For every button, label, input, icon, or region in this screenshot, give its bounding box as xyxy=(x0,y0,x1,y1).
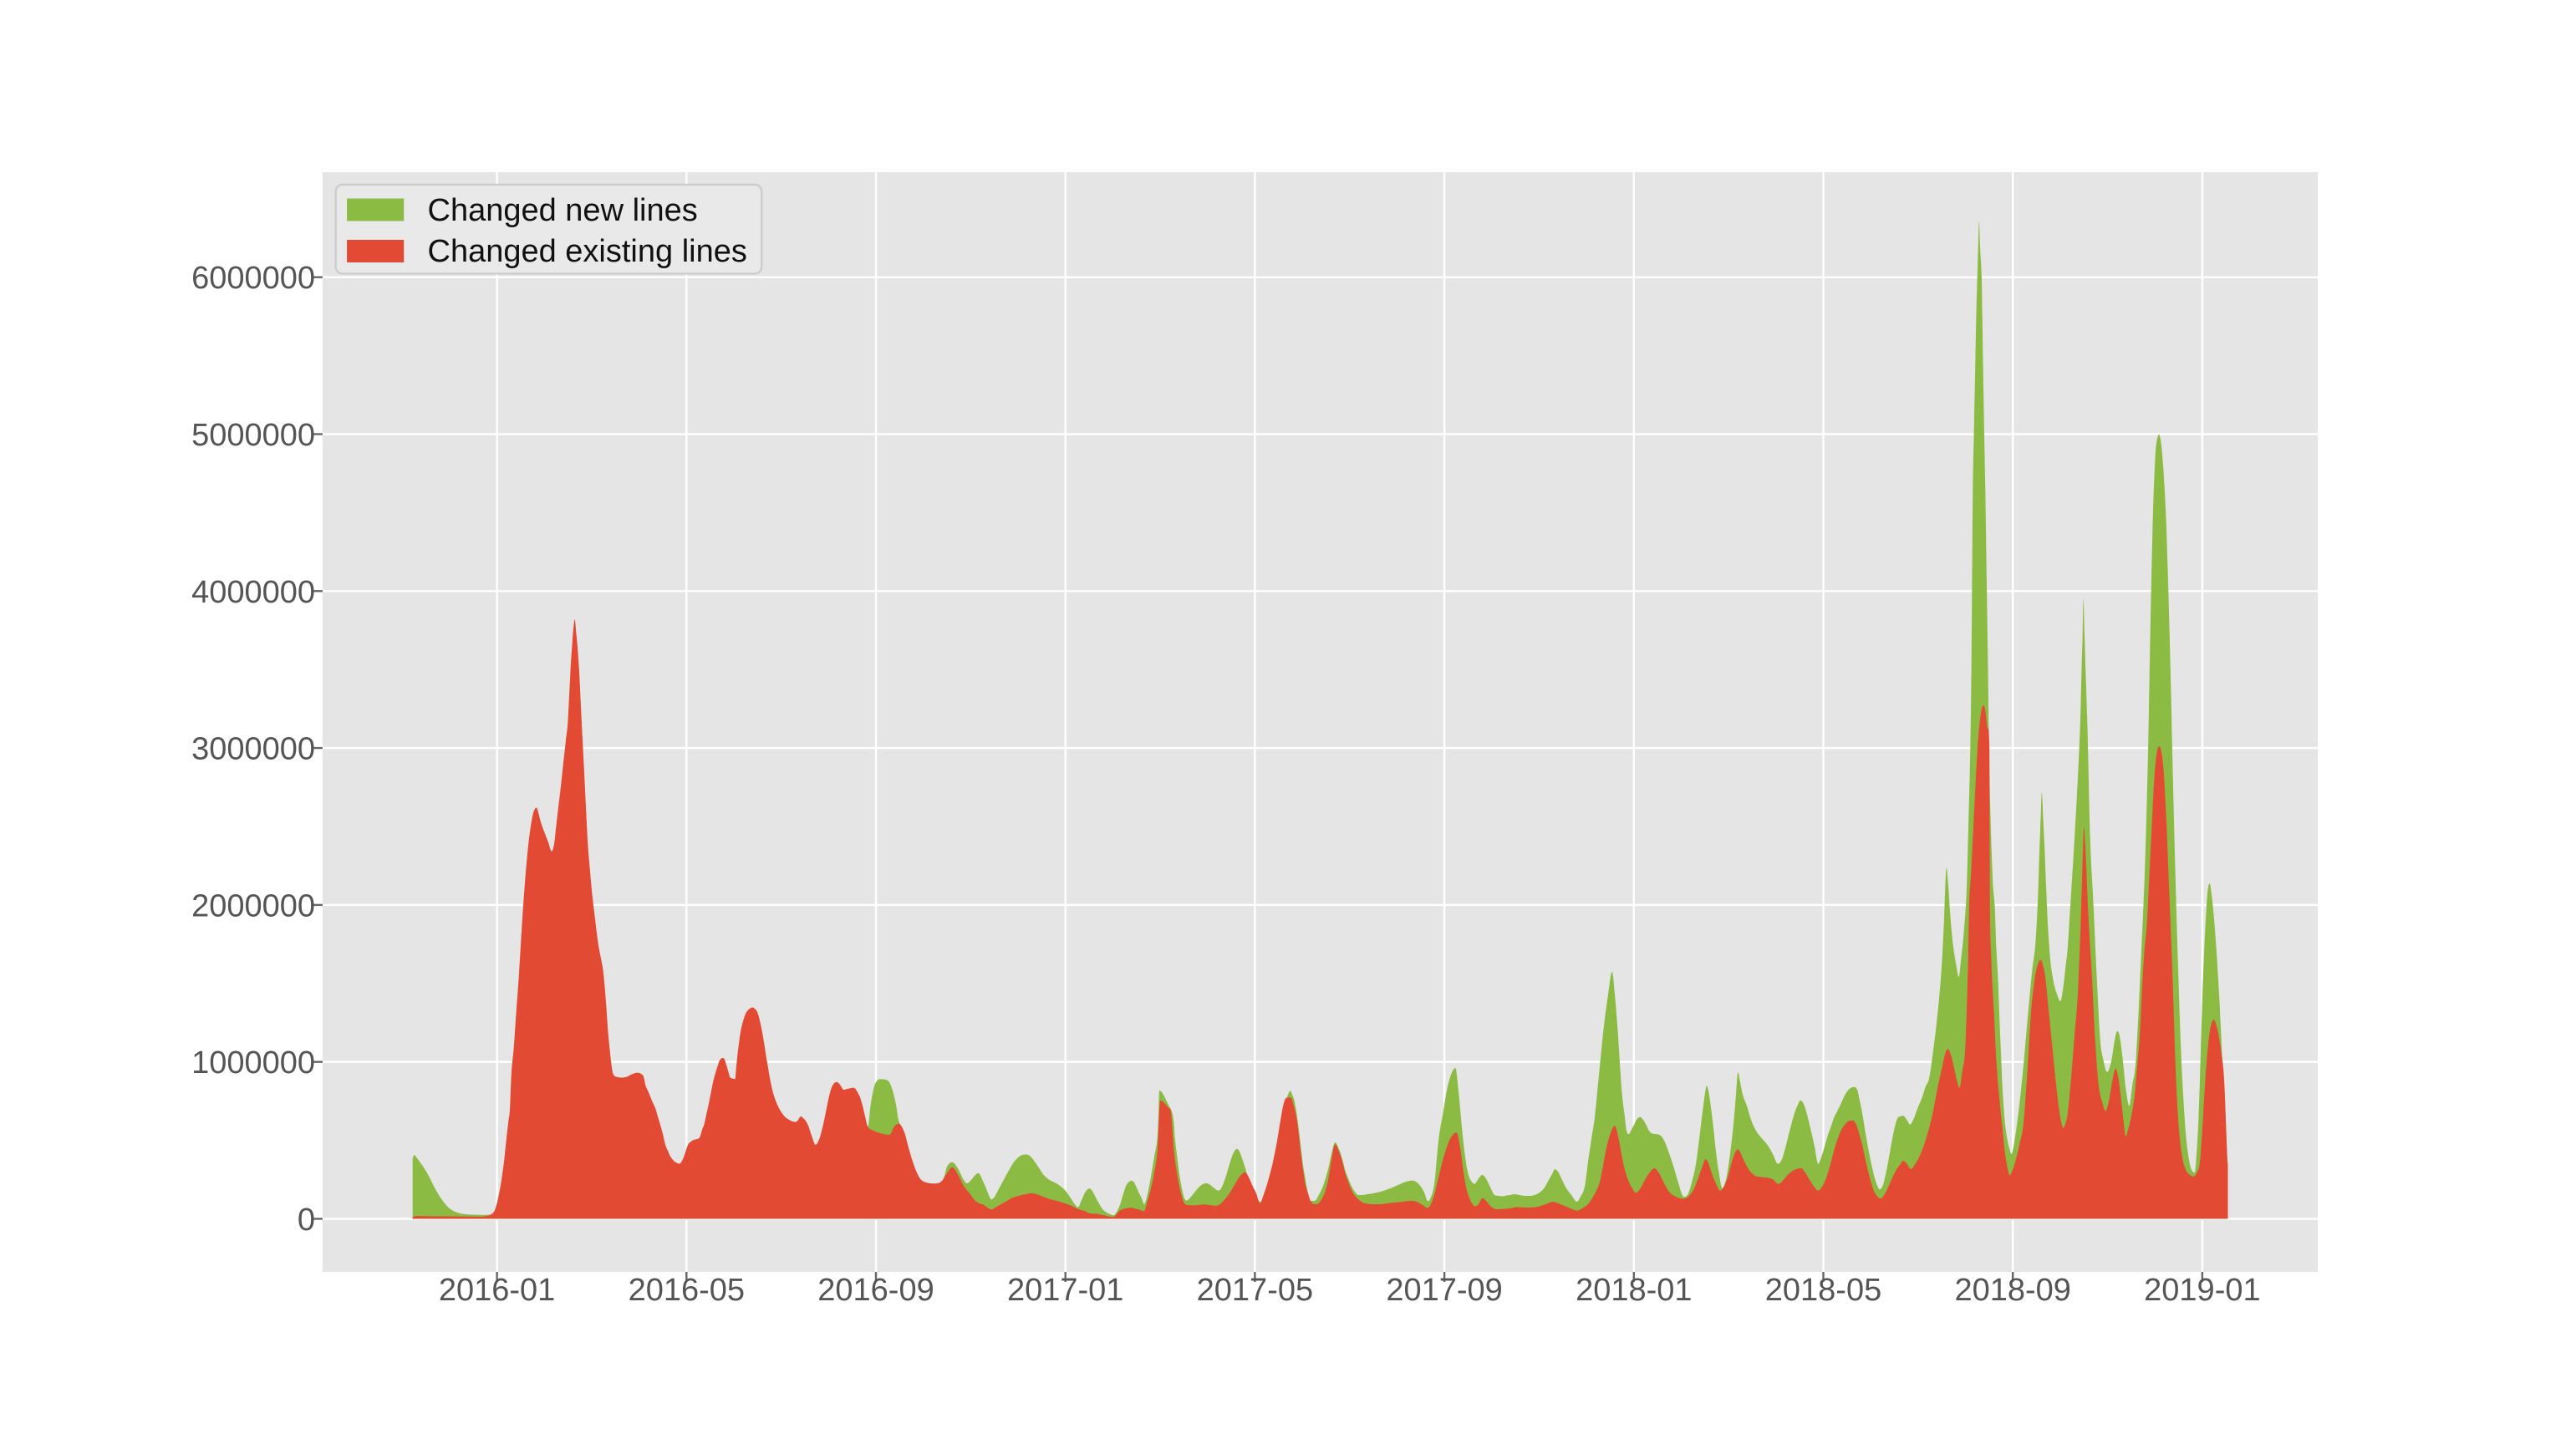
svg-text:2018-09: 2018-09 xyxy=(1954,1273,2070,1308)
svg-text:2016-09: 2016-09 xyxy=(817,1273,934,1308)
svg-text:2019-01: 2019-01 xyxy=(2144,1273,2260,1308)
svg-text:4000000: 4000000 xyxy=(191,575,315,610)
svg-text:0: 0 xyxy=(298,1203,315,1238)
svg-text:3000000: 3000000 xyxy=(191,732,315,767)
svg-text:2018-05: 2018-05 xyxy=(1765,1273,1881,1308)
svg-text:6000000: 6000000 xyxy=(191,261,315,296)
svg-text:2000000: 2000000 xyxy=(191,888,315,923)
svg-text:1000000: 1000000 xyxy=(191,1045,315,1081)
svg-text:2017-05: 2017-05 xyxy=(1197,1273,1313,1308)
svg-text:Changed existing lines: Changed existing lines xyxy=(428,234,747,269)
svg-text:5000000: 5000000 xyxy=(191,418,315,453)
svg-text:2017-01: 2017-01 xyxy=(1007,1273,1123,1308)
svg-text:2017-09: 2017-09 xyxy=(1386,1273,1502,1308)
svg-text:2016-05: 2016-05 xyxy=(629,1273,745,1308)
svg-text:Changed new lines: Changed new lines xyxy=(428,193,698,228)
svg-text:2018-01: 2018-01 xyxy=(1576,1273,1692,1308)
svg-text:2016-01: 2016-01 xyxy=(439,1273,555,1308)
